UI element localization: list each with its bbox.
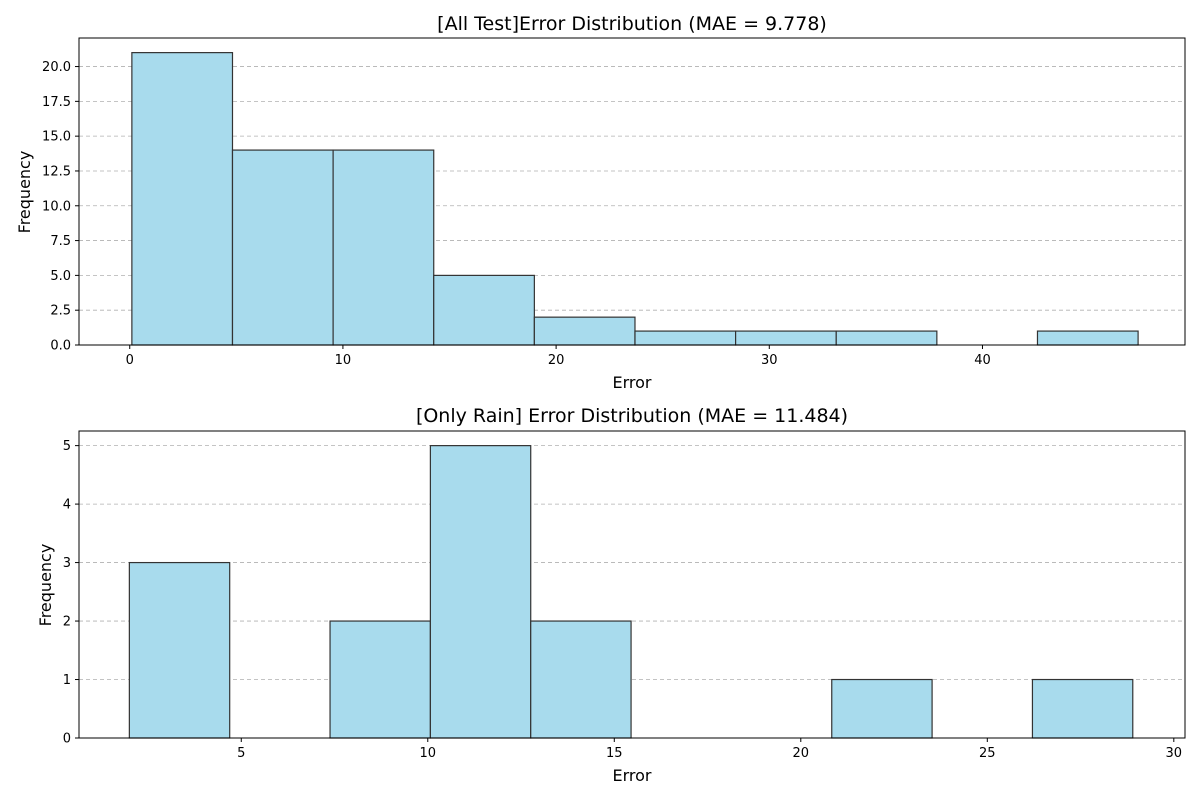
histogram-bar [1031, 678, 1134, 739]
plot-frame [78, 37, 1186, 346]
histogram-bar [332, 149, 435, 346]
y-tick-label: 20.0 [42, 60, 71, 75]
bars-layer [128, 445, 1134, 739]
y-tick-label: 7.5 [50, 234, 71, 249]
x-ticks: 0 10 20 30 40 [126, 345, 991, 368]
histogram-bar [533, 316, 636, 346]
y-tick-label: 4 [63, 498, 71, 513]
y-tick-label: 3 [63, 556, 71, 571]
histogram-bar [433, 274, 535, 346]
x-tick-label: 30 [1166, 746, 1183, 761]
x-tick-label: 5 [237, 746, 245, 761]
histogram-bar [831, 678, 933, 739]
y-tick-label: 0.0 [50, 339, 71, 354]
x-tick-label: 20 [793, 746, 810, 761]
y-tick-label: 1 [63, 673, 71, 688]
y-tick-label: 0 [63, 732, 71, 747]
y-tick-label: 2.5 [50, 304, 71, 319]
x-tick-label: 40 [974, 353, 991, 368]
histogram-bar [128, 561, 231, 739]
y-tick-label: 5 [63, 439, 71, 454]
histogram-bar [1036, 330, 1139, 346]
y-tick-label: 12.5 [42, 164, 71, 179]
chart-title: [Only Rain] Error Distribution (MAE = 11… [416, 405, 848, 427]
x-axis-label: Error [613, 766, 652, 785]
y-tick-label: 2 [63, 615, 71, 630]
bars-layer [131, 52, 1139, 346]
chart-only-rain: [Only Rain] Error Distribution (MAE = 11… [36, 405, 1186, 785]
histogram-bar [329, 620, 431, 739]
x-tick-label: 25 [979, 746, 996, 761]
x-axis-label: Error [613, 373, 652, 392]
chart-all-test: [All Test]Error Distribution (MAE = 9.77… [15, 13, 1186, 392]
histogram-bar [835, 330, 938, 346]
histogram-bar [131, 52, 234, 346]
x-tick-label: 15 [606, 746, 623, 761]
x-ticks: 5 10 15 20 25 30 [237, 738, 1182, 761]
chart-title: [All Test]Error Distribution (MAE = 9.77… [437, 13, 827, 35]
y-tick-label: 15.0 [42, 130, 71, 145]
y-ticks: 0 1 2 3 4 5 [63, 439, 79, 747]
y-ticks: 0.0 2.5 5.0 7.5 10.0 12.5 15.0 17.5 20.0 [42, 60, 79, 354]
x-tick-label: 10 [419, 746, 436, 761]
x-tick-label: 20 [548, 353, 565, 368]
histogram-bar [735, 330, 837, 346]
y-tick-label: 5.0 [50, 269, 71, 284]
histogram-bar [530, 620, 632, 739]
histogram-bar [429, 445, 532, 739]
y-tick-label: 17.5 [42, 95, 71, 110]
x-tick-label: 0 [126, 353, 134, 368]
y-axis-label: Frequency [15, 151, 34, 234]
x-tick-label: 10 [335, 353, 352, 368]
x-tick-label: 30 [761, 353, 778, 368]
y-axis-label: Frequency [36, 544, 55, 627]
y-tick-label: 10.0 [42, 199, 71, 214]
plot-frame [78, 430, 1186, 739]
histogram-bar [634, 330, 737, 346]
histogram-bar [231, 149, 334, 346]
